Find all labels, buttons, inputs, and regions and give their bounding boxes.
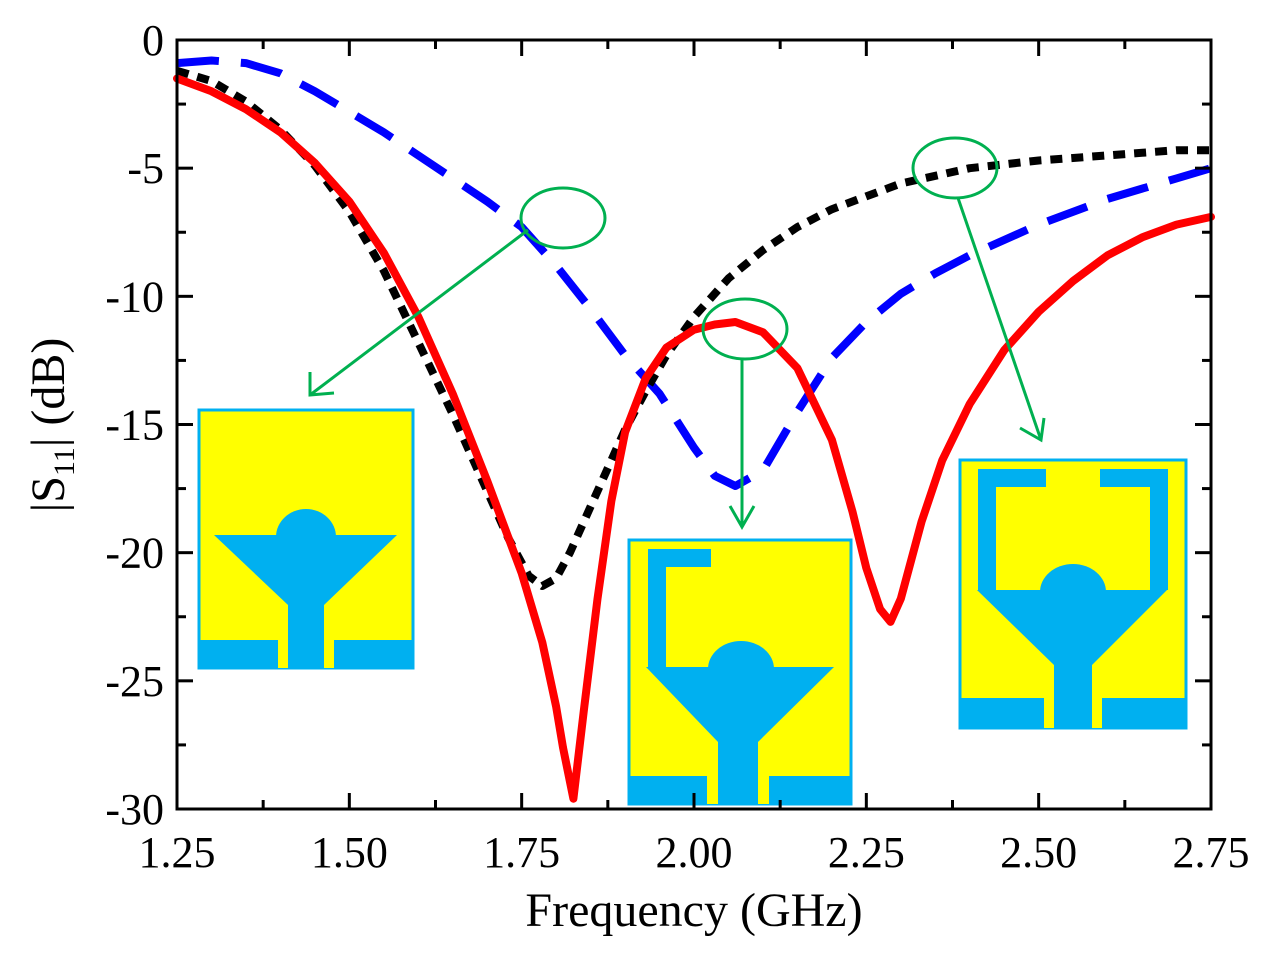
y-tick-label: 0 (142, 16, 164, 65)
y-axis-title-subscript: 11 (48, 447, 81, 476)
middle-inset-cap (708, 641, 774, 669)
series-line-antenna-2 (175, 66, 1211, 590)
x-tick-label: 1.75 (483, 828, 560, 877)
right-inset-cap (1040, 564, 1106, 592)
x-tick-label: 2.75 (1173, 828, 1250, 877)
y-tick-label: -30 (105, 785, 164, 834)
right-inset-stub-right-side (1150, 469, 1168, 590)
middle-inset-feedline (718, 732, 758, 804)
y-tick-label: -5 (127, 144, 164, 193)
left-inset-patch (214, 535, 397, 605)
y-tick-label: -25 (105, 657, 164, 706)
left-inset-cap (276, 509, 336, 537)
black-curve-arrow (956, 197, 1043, 441)
y-axis-title-part-1: |S (22, 476, 75, 512)
red-curve-marker (701, 297, 789, 361)
black-curve-marker (911, 136, 999, 200)
annotation-markers (308, 136, 1046, 531)
right-inset-feedline (1054, 655, 1092, 728)
right-inset-patch (977, 590, 1167, 665)
blue-curve-marker (519, 186, 607, 250)
middle-inset-stub-side (648, 549, 666, 667)
x-tick-label: 2.00 (656, 828, 733, 877)
black-curve-arrowhead (1019, 417, 1046, 443)
x-tick-label: 1.50 (311, 828, 388, 877)
x-tick-label: 1.25 (139, 828, 216, 877)
left-inset (197, 408, 415, 670)
data-layer (173, 56, 1215, 803)
x-tick-label: 2.25 (828, 828, 905, 877)
red-curve-arrowhead (728, 505, 756, 531)
middle-inset-patch (646, 667, 834, 742)
middle-inset (627, 538, 853, 806)
x-tick-label: 2.50 (1000, 828, 1077, 877)
inset-layer (197, 136, 1188, 806)
y-axis-title-part-2: | (dB) (22, 338, 75, 448)
y-tick-label: -20 (105, 529, 164, 578)
axis-layer: 1.25 1.50 1.75 2.00 2.25 2.50 2.75 0 -5 -10 -15 -20… (105, 16, 1249, 877)
right-inset (958, 458, 1188, 730)
right-inset-stub-left-side (978, 469, 996, 590)
series-line-antenna-3 (173, 74, 1215, 803)
blue-curve-arrow (309, 228, 529, 397)
blue-curve-arrowhead (308, 372, 335, 397)
y-tick-label: -10 (105, 272, 164, 321)
y-tick-label: -15 (105, 401, 164, 450)
series-line-antenna-1 (176, 56, 1213, 490)
x-axis-title: Frequency (GHz) (525, 884, 862, 937)
y-axis-title: |S11| (dB) (22, 338, 81, 513)
